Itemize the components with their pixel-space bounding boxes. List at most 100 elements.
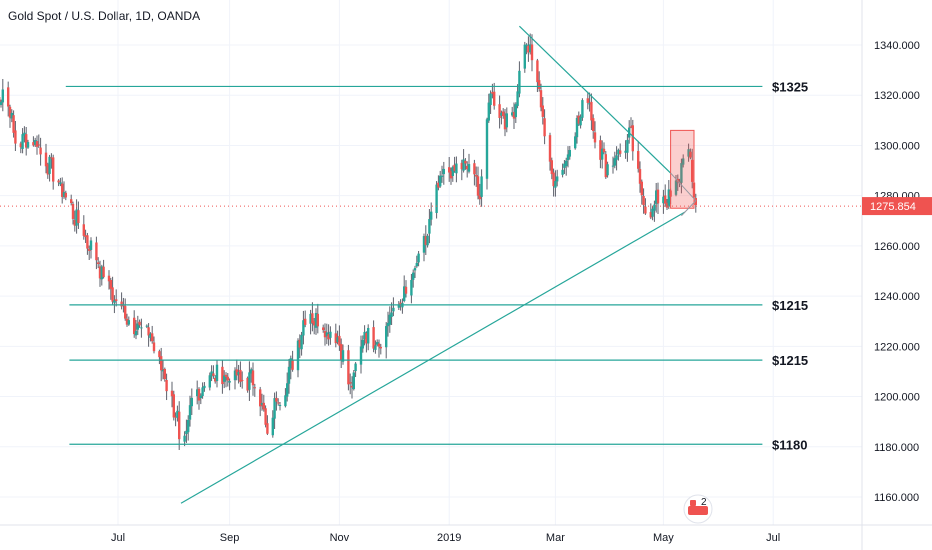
candle-up — [183, 431, 186, 447]
candle-down — [437, 175, 440, 191]
candle-up — [145, 324, 148, 329]
candle-body — [64, 192, 67, 198]
candle-body — [475, 175, 478, 177]
candle-up — [127, 316, 130, 326]
candle-body — [428, 219, 431, 234]
candle-up — [651, 206, 654, 221]
candle-down — [377, 339, 381, 358]
candle-body — [682, 158, 685, 165]
candle-body — [59, 182, 62, 185]
candle-body — [541, 105, 544, 117]
candle-body — [289, 358, 292, 369]
candle-body — [550, 160, 553, 175]
candle-up — [568, 146, 571, 160]
candle-up — [341, 344, 345, 365]
candle-up — [487, 93, 490, 123]
candle-down — [541, 97, 544, 125]
candle-body — [649, 212, 652, 218]
candle-body — [185, 430, 188, 435]
candle-body — [178, 411, 181, 440]
candle-body — [34, 140, 37, 145]
candle-down — [253, 383, 256, 397]
candle-up — [314, 308, 318, 335]
candle-up — [390, 302, 393, 326]
candle-up — [667, 180, 670, 210]
candle-up — [440, 165, 444, 183]
candle-down — [311, 302, 314, 332]
candle-body — [377, 343, 381, 347]
candle-down — [316, 303, 319, 334]
candle-up — [624, 140, 627, 159]
candle-body — [311, 313, 314, 324]
candle-up — [300, 331, 303, 356]
candle-body — [14, 130, 17, 144]
candle-body — [512, 111, 516, 119]
candle-up — [296, 338, 300, 378]
candle-body — [527, 45, 530, 53]
candle-up — [223, 370, 226, 389]
candle-body — [642, 195, 645, 206]
candle-down — [152, 336, 156, 354]
price-tick-label: 1320.000 — [874, 90, 920, 102]
candle-body — [350, 385, 354, 388]
candle-down — [552, 168, 555, 197]
candle-body — [278, 405, 282, 407]
candle-body — [253, 387, 256, 389]
candle-up — [655, 182, 658, 213]
candle-body — [210, 371, 213, 377]
candle-down — [251, 362, 255, 396]
candle-down — [73, 210, 76, 232]
candle-down — [19, 141, 22, 154]
candle-down — [165, 373, 168, 401]
candle-body — [336, 337, 339, 343]
candle-up — [359, 335, 363, 374]
candle-body — [613, 158, 616, 166]
candle-down — [543, 109, 546, 145]
candle-up — [428, 209, 431, 244]
candle-up — [388, 306, 391, 333]
candle-body — [665, 202, 669, 208]
candle-down — [631, 119, 634, 161]
candle-body — [235, 369, 238, 376]
candle-down — [95, 236, 98, 270]
candle-body — [638, 169, 642, 184]
candle-body — [127, 320, 130, 325]
candle-body — [73, 220, 76, 226]
candle-up — [113, 295, 116, 314]
candle-body — [273, 398, 276, 419]
candle-up — [161, 359, 165, 380]
candle-up — [516, 84, 519, 109]
candle-up — [215, 360, 219, 388]
candle-body — [228, 380, 231, 383]
candle-body — [437, 182, 440, 188]
candle-down — [160, 347, 163, 382]
candle-down — [638, 161, 642, 193]
candle-down — [476, 166, 480, 200]
candle-down — [577, 111, 580, 126]
candle-up — [687, 143, 690, 162]
candle-body — [188, 405, 192, 420]
candle-body — [656, 189, 660, 204]
candle-body — [502, 111, 505, 117]
candle-up — [185, 419, 188, 443]
candle-body — [476, 176, 480, 196]
candle-body — [430, 211, 433, 220]
candle-body — [606, 164, 609, 176]
candle-body — [212, 373, 215, 376]
candle-body — [536, 60, 539, 83]
candle-body — [644, 206, 647, 214]
candle-body — [98, 266, 102, 279]
candle-up — [511, 106, 514, 117]
candle-down — [125, 313, 129, 327]
candle-up — [89, 237, 93, 259]
candle-body — [361, 339, 364, 349]
candle-up — [615, 146, 618, 171]
candle-up — [367, 324, 370, 351]
candle-down — [629, 117, 633, 129]
candle-up — [26, 139, 30, 149]
candle-down — [550, 157, 553, 180]
candle-body — [57, 180, 60, 183]
candle-down — [25, 126, 28, 156]
candle-up — [201, 382, 204, 399]
